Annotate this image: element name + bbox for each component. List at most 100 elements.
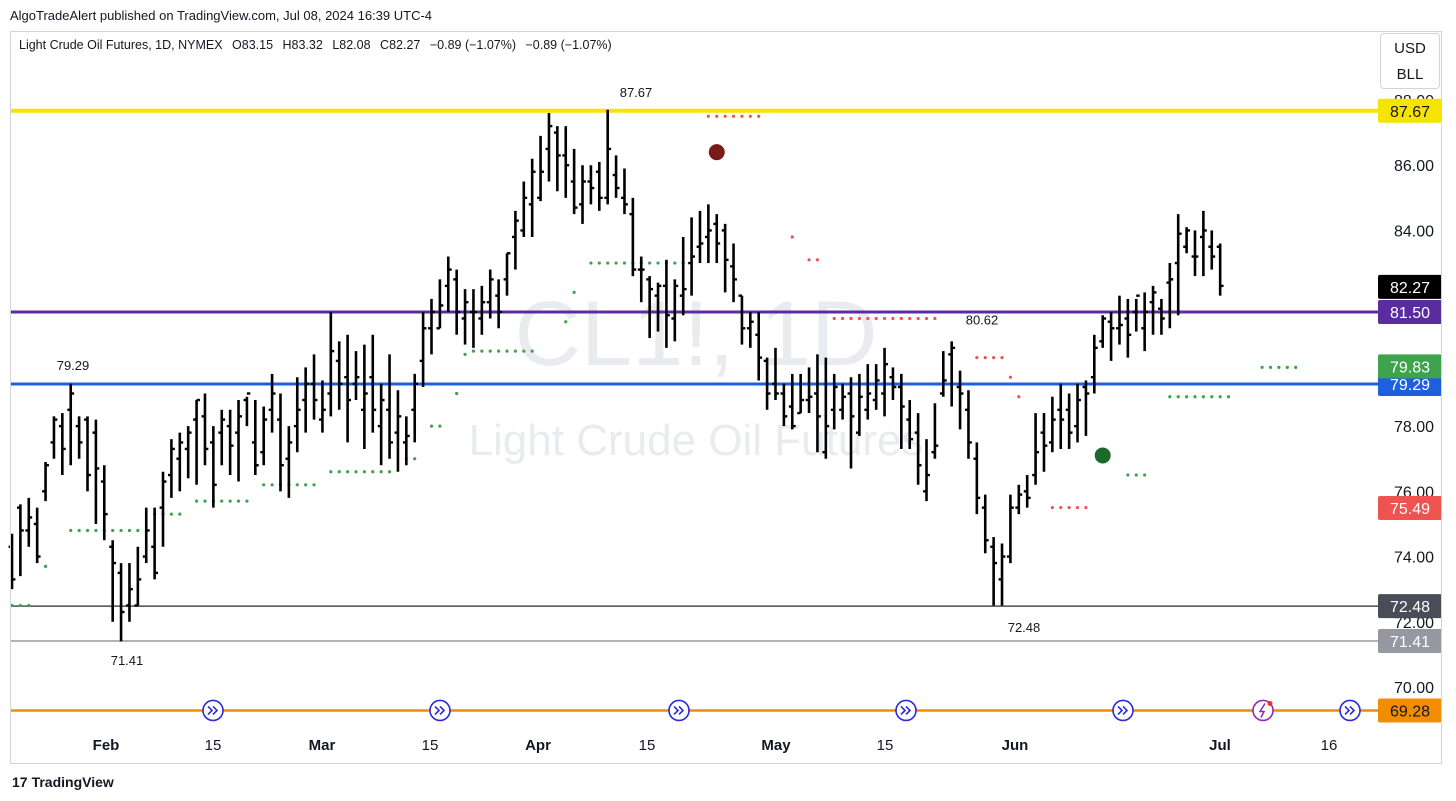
stop-dot [94, 528, 98, 533]
x-tick-label: 15 [639, 737, 656, 754]
stop-dot [505, 349, 509, 353]
y-tick-label: 74.00 [1394, 550, 1434, 567]
x-tick-label: Mar [309, 737, 336, 754]
stop-dot [85, 528, 90, 533]
price-badge [1378, 594, 1442, 619]
stop-dot [1277, 365, 1281, 370]
stop-dot [77, 528, 81, 533]
stop-dot [614, 261, 618, 265]
stop-dot [1126, 473, 1130, 477]
stop-dot [899, 316, 903, 321]
price-badge-label: 87.67 [1390, 104, 1430, 121]
price-annotation: 71.41 [111, 653, 144, 668]
stop-dot [715, 114, 719, 118]
stop-dot [18, 603, 22, 608]
stop-dot [1226, 395, 1231, 399]
y-tick-label: 72.00 [1394, 615, 1434, 632]
legend-high: H83.32 [282, 38, 323, 52]
double-chevron-icon [673, 705, 685, 716]
stop-dot [648, 261, 652, 265]
dividend-event-icon[interactable] [1252, 699, 1274, 722]
notification-dot-icon [1267, 700, 1273, 706]
x-tick-label: May [761, 737, 791, 754]
stop-dot [564, 320, 568, 324]
stop-dot [790, 235, 794, 239]
stop-dot [371, 470, 375, 474]
x-tick-label: 15 [877, 737, 894, 754]
stop-dot [1168, 395, 1172, 399]
currency-unit-button[interactable]: USD BLL [1380, 33, 1440, 89]
ohlc-bars [8, 109, 1224, 642]
tradingview-logo-icon: 17 [12, 774, 28, 790]
stop-dot [337, 470, 341, 474]
legend-symbol: Light Crude Oil Futures, 1D, NYMEX [19, 38, 223, 52]
stop-dot [908, 316, 912, 321]
chart-frame [10, 31, 1442, 764]
stop-dot [463, 352, 467, 356]
stop-dot [220, 499, 224, 503]
stop-dot [429, 424, 434, 428]
stop-dot [488, 349, 492, 353]
stop-dot [572, 290, 576, 295]
price-badge-label: 82.27 [1390, 280, 1430, 297]
stop-dot [522, 349, 526, 353]
price-badge [1378, 698, 1442, 723]
price-badge [1378, 354, 1442, 379]
stop-dot [1176, 395, 1180, 399]
stop-dot [10, 603, 14, 608]
stop-dot [262, 483, 266, 487]
stop-dot [136, 528, 140, 533]
stop-dot [438, 424, 442, 428]
stop-dot [606, 261, 610, 265]
stop-dot [1201, 395, 1205, 399]
stop-dot [1193, 395, 1197, 399]
stop-dot [815, 258, 820, 262]
x-tick-label: Jul [1209, 737, 1231, 754]
stop-dot [1134, 473, 1138, 477]
price-annotations: 87.67 79.29 80.62 71.41 72.48 [57, 85, 1041, 668]
price-badge-label: 69.28 [1390, 703, 1430, 720]
legend-close: C82.27 [380, 38, 421, 52]
stop-dot [589, 261, 593, 265]
stop-dot [1285, 365, 1289, 370]
stop-dot [379, 470, 383, 474]
stop-dot [992, 356, 996, 360]
stop-dot [874, 316, 878, 321]
time-axis[interactable]: Feb 15 Mar 15 Apr 15 May 15 Jun Jul 16 [93, 737, 1338, 754]
stop-dot [43, 564, 48, 568]
brand-name: TradingView [31, 774, 114, 790]
stop-dot [127, 528, 132, 533]
stop-dot [194, 499, 199, 503]
stop-dot [731, 114, 736, 118]
stop-dot [1000, 356, 1004, 360]
stop-dot [1260, 365, 1264, 370]
stop-dot [983, 356, 987, 360]
double-chevron-icon [900, 705, 912, 716]
price-badge [1378, 98, 1442, 123]
stop-dot [413, 457, 417, 461]
stop-dot [622, 261, 627, 265]
stop-dot [723, 114, 727, 118]
double-chevron-icon [1117, 705, 1129, 716]
price-annotation: 87.67 [620, 85, 653, 100]
unit-label: BLL [1396, 66, 1424, 83]
stop-dot [866, 316, 870, 321]
price-badge-label: 79.83 [1390, 359, 1430, 376]
stop-dot [111, 528, 115, 533]
stop-dot [169, 512, 174, 516]
event-markers [202, 699, 1361, 722]
stop-dot [497, 349, 501, 353]
price-badge [1378, 299, 1442, 324]
symbol-legend[interactable]: Light Crude Oil Futures, 1D, NYMEX O83.1… [19, 38, 618, 52]
stop-dot [471, 349, 476, 353]
stop-dot [748, 114, 752, 118]
legend-change-secondary: −0.89 (−1.07%) [525, 38, 612, 52]
stop-dot [295, 483, 299, 487]
price-badge-label: 71.41 [1390, 634, 1430, 651]
stop-dot [304, 483, 308, 487]
stop-dot [362, 470, 366, 474]
y-tick-label: 78.00 [1394, 419, 1434, 436]
symbol-watermark: CL1!, 1D Light Crude Oil Futures [469, 283, 924, 465]
price-annotation: 72.48 [1008, 620, 1041, 635]
